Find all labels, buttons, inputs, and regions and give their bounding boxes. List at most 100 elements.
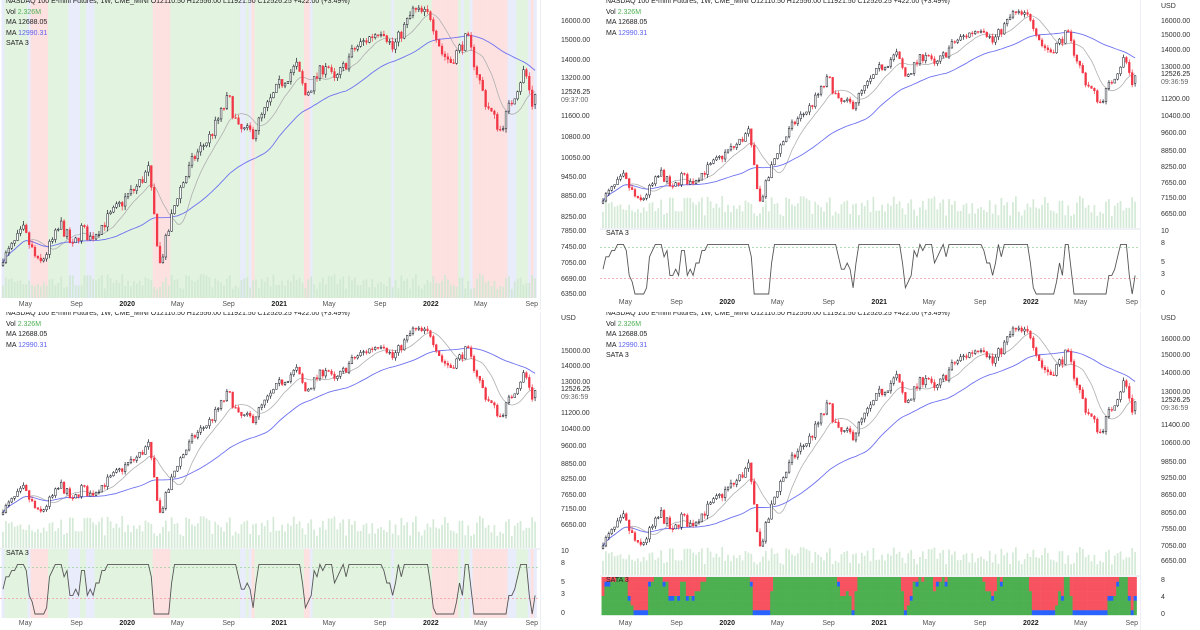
candle[interactable] [132, 458, 135, 463]
candle[interactable] [979, 29, 983, 34]
candle[interactable] [1040, 358, 1044, 370]
candle[interactable] [822, 413, 826, 417]
candle[interactable] [654, 516, 657, 529]
candle[interactable] [950, 359, 954, 371]
candle[interactable] [1096, 417, 1099, 434]
candle[interactable] [860, 417, 863, 426]
candle[interactable] [956, 38, 959, 44]
candle[interactable] [764, 521, 767, 544]
candle[interactable] [744, 466, 747, 478]
candle[interactable] [692, 519, 695, 528]
candle[interactable] [912, 386, 916, 402]
candle[interactable] [793, 453, 797, 459]
candle[interactable] [362, 38, 365, 46]
candle[interactable] [1133, 401, 1137, 415]
candle[interactable] [930, 376, 933, 385]
candle[interactable] [715, 155, 718, 162]
candle[interactable] [831, 76, 834, 95]
candle[interactable] [330, 64, 333, 74]
candle[interactable] [292, 369, 295, 377]
candle[interactable] [1087, 81, 1090, 88]
candle[interactable] [709, 501, 712, 506]
candle[interactable] [811, 435, 814, 441]
candle[interactable] [414, 327, 418, 332]
candle[interactable] [13, 496, 16, 501]
candle[interactable] [461, 352, 464, 362]
candle[interactable] [1081, 387, 1084, 400]
candle[interactable] [1067, 348, 1070, 353]
candle[interactable] [10, 242, 13, 250]
candle[interactable] [706, 500, 709, 520]
candle[interactable] [315, 72, 319, 82]
candle[interactable] [493, 401, 496, 409]
candle[interactable] [438, 38, 441, 47]
candle[interactable] [249, 410, 252, 418]
legend-ma2-row[interactable]: MA 12990.31 [606, 341, 950, 352]
candle[interactable] [39, 253, 42, 264]
candle[interactable] [700, 172, 703, 181]
candle[interactable] [668, 174, 671, 187]
candle[interactable] [857, 92, 860, 106]
candle[interactable] [237, 405, 240, 413]
candle[interactable] [33, 244, 37, 258]
legend-symbol-row[interactable]: NASDAQ 100 E-mini Futures, 1W, CME_MINI … [606, 312, 950, 320]
candle[interactable] [892, 376, 895, 386]
candle[interactable] [324, 367, 327, 379]
candle[interactable] [478, 375, 481, 384]
candle[interactable] [109, 474, 112, 478]
candle[interactable] [645, 536, 648, 546]
candle[interactable] [496, 112, 499, 132]
candle[interactable] [607, 531, 610, 541]
candle[interactable] [1, 258, 5, 267]
candle[interactable] [630, 527, 634, 534]
candle[interactable] [814, 92, 817, 109]
candle[interactable] [30, 496, 34, 502]
candle[interactable] [339, 66, 342, 79]
candle[interactable] [109, 210, 112, 215]
candle[interactable] [741, 136, 744, 143]
candle[interactable] [138, 451, 141, 459]
candle[interactable] [234, 404, 237, 409]
candle[interactable] [150, 441, 153, 461]
candle[interactable] [628, 519, 631, 535]
candle[interactable] [89, 490, 92, 497]
candle[interactable] [944, 52, 948, 58]
candle[interactable] [339, 370, 342, 380]
legend-symbol-row[interactable]: NASDAQ 100 E-mini Futures, 1W, CME_MINI … [6, 312, 350, 320]
candle[interactable] [501, 125, 505, 132]
candle[interactable] [1107, 80, 1111, 91]
candle[interactable] [185, 449, 188, 456]
candle[interactable] [408, 11, 412, 20]
candle[interactable] [513, 393, 516, 398]
candle[interactable] [176, 465, 179, 472]
candle[interactable] [408, 330, 412, 337]
candle[interactable] [435, 29, 438, 43]
candle[interactable] [30, 240, 34, 248]
candle[interactable] [942, 51, 945, 59]
candle[interactable] [878, 61, 881, 72]
candle[interactable] [1046, 45, 1049, 53]
candle[interactable] [1116, 398, 1119, 408]
candle[interactable] [1000, 347, 1003, 358]
candle[interactable] [735, 142, 738, 151]
candle[interactable] [732, 145, 735, 150]
candle[interactable] [732, 482, 735, 487]
candle[interactable] [802, 112, 805, 118]
candle[interactable] [933, 56, 936, 67]
candle[interactable] [243, 414, 246, 417]
candle[interactable] [622, 510, 625, 519]
candle[interactable] [57, 487, 60, 490]
candle[interactable] [828, 402, 831, 405]
candle[interactable] [1107, 406, 1111, 419]
candle[interactable] [135, 184, 138, 195]
candle[interactable] [126, 193, 130, 200]
candle[interactable] [525, 371, 528, 380]
candle[interactable] [697, 518, 701, 525]
candle[interactable] [327, 65, 330, 69]
candle[interactable] [767, 517, 770, 523]
candle[interactable] [94, 233, 98, 240]
candle[interactable] [126, 462, 130, 467]
candle[interactable] [1084, 397, 1087, 416]
candle[interactable] [336, 375, 339, 381]
candle[interactable] [467, 31, 470, 37]
